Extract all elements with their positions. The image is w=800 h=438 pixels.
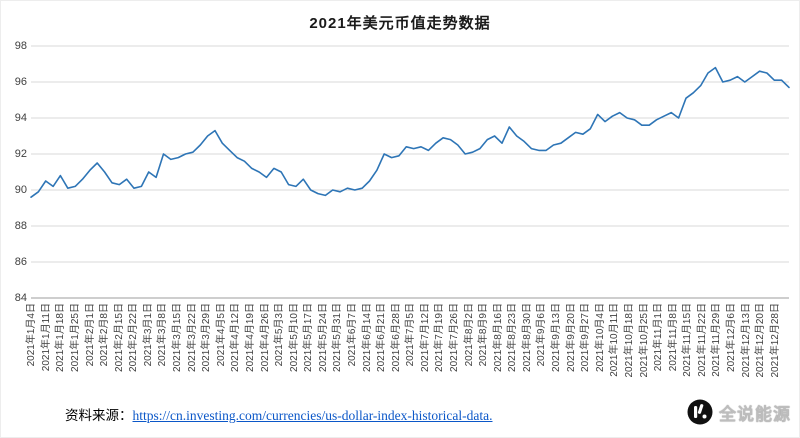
x-axis-tick-label: 2021年9月27日 [580,303,592,372]
x-axis-tick-label: 2021年8月16日 [492,303,504,372]
x-axis-tick-label: 2021年10月11日 [609,303,621,377]
logo-icon [687,399,713,425]
x-axis-tick-label: 2021年5月24日 [317,303,329,372]
y-axis-tick-label: 84 [14,292,27,304]
x-axis-tick-label: 2021年10月4日 [594,303,606,372]
y-axis-tick-label: 96 [14,76,27,88]
x-axis-tick-label: 2021年3月8日 [157,303,169,367]
x-axis-tick-label: 2021年6月14日 [361,303,373,372]
x-axis-tick-label: 2021年6月28日 [390,303,402,372]
x-axis-tick-label: 2021年1月4日 [26,303,38,367]
x-axis-tick-label: 2021年11月8日 [667,303,679,372]
x-axis-tick-label: 2021年4月19日 [244,303,256,372]
x-axis-tick-label: 2021年11月15日 [682,303,694,377]
x-axis-tick-label: 2021年3月22日 [186,303,198,372]
x-axis-tick-label: 2021年1月18日 [55,303,67,372]
x-axis-tick-label: 2021年2月22日 [128,303,140,372]
y-axis-tick-label: 92 [14,148,27,160]
x-axis-tick-label: 2021年8月23日 [507,303,519,372]
x-axis-tick-label: 2021年6月7日 [346,303,358,367]
chart-title: 2021年美元币值走势数据 [309,15,491,32]
x-axis-tick-label: 2021年7月26日 [449,303,461,372]
x-axis-tick-label: 2021年2月1日 [84,303,96,367]
x-axis-tick-label: 2021年7月5日 [405,303,417,367]
x-axis-tick-label: 2021年11月22日 [696,303,708,377]
x-axis-tick-label: 2021年7月19日 [434,303,446,372]
x-axis-tick-label: 2021年7月12日 [419,303,431,372]
logo-text: 全说能源 [719,404,791,424]
brand-logo: 全说能源 [687,399,791,425]
x-axis-tick-label: 2021年1月11日 [40,303,52,372]
data-line [30,66,790,198]
x-axis-tick-label: 2021年8月30日 [521,303,533,372]
x-axis-tick-label: 2021年6月21日 [376,303,388,372]
x-axis-tick-label: 2021年8月2日 [463,303,475,367]
x-axis-tick-label: 2021年2月15日 [113,303,125,372]
x-axis-tick-label: 2021年9月13日 [551,303,563,372]
x-axis-tick-label: 2021年5月10日 [288,303,300,372]
x-axis-tick-label: 2021年3月29日 [201,303,213,372]
x-axis-tick-label: 2021年10月25日 [638,303,650,378]
x-axis-tick-label: 2021年2月8日 [99,303,111,367]
x-axis-tick-label: 2021年4月5日 [215,303,227,367]
source-label: 资料来源： [65,408,133,423]
x-axis-tick-label: 2021年10月18日 [623,303,635,378]
x-axis-tick-label: 2021年1月25日 [70,303,82,372]
x-axis-tick-label: 2021年9月6日 [536,303,548,367]
y-axis-tick-label: 86 [14,256,27,268]
y-axis-tick-label: 88 [14,220,27,232]
x-axis-tick-label: 2021年3月1日 [142,303,154,367]
x-axis-tick-label: 2021年12月28日 [769,303,781,378]
y-axis-tick-label: 94 [14,112,27,124]
x-axis-tick-label: 2021年12月6日 [725,303,737,372]
x-axis-tick-label: 2021年4月26日 [259,303,271,372]
y-axis-tick-label: 98 [14,40,27,52]
x-axis-tick-label: 2021年4月12日 [230,303,242,372]
x-axis-tick-label: 2021年5月17日 [303,303,315,372]
x-axis-tick-label: 2021年8月9日 [478,303,490,367]
source-link[interactable]: https://cn.investing.com/currencies/us-d… [132,408,493,423]
x-axis-tick-label: 2021年11月29日 [711,303,723,377]
x-axis-tick-label: 2021年12月13日 [740,303,752,378]
x-axis-tick-label: 2021年12月20日 [755,303,767,378]
x-axis-tick-label: 2021年5月3日 [274,303,286,367]
y-axis-tick-label: 90 [14,184,27,196]
source-note: 资料来源：https://cn.investing.com/currencies… [65,404,493,424]
x-axis-tick-label: 2021年5月31日 [332,303,344,372]
x-axis-tick-label: 2021年9月20日 [565,303,577,372]
x-axis-tick-label: 2021年3月15日 [172,303,184,372]
x-axis-tick-label: 2021年11月1日 [653,303,665,372]
